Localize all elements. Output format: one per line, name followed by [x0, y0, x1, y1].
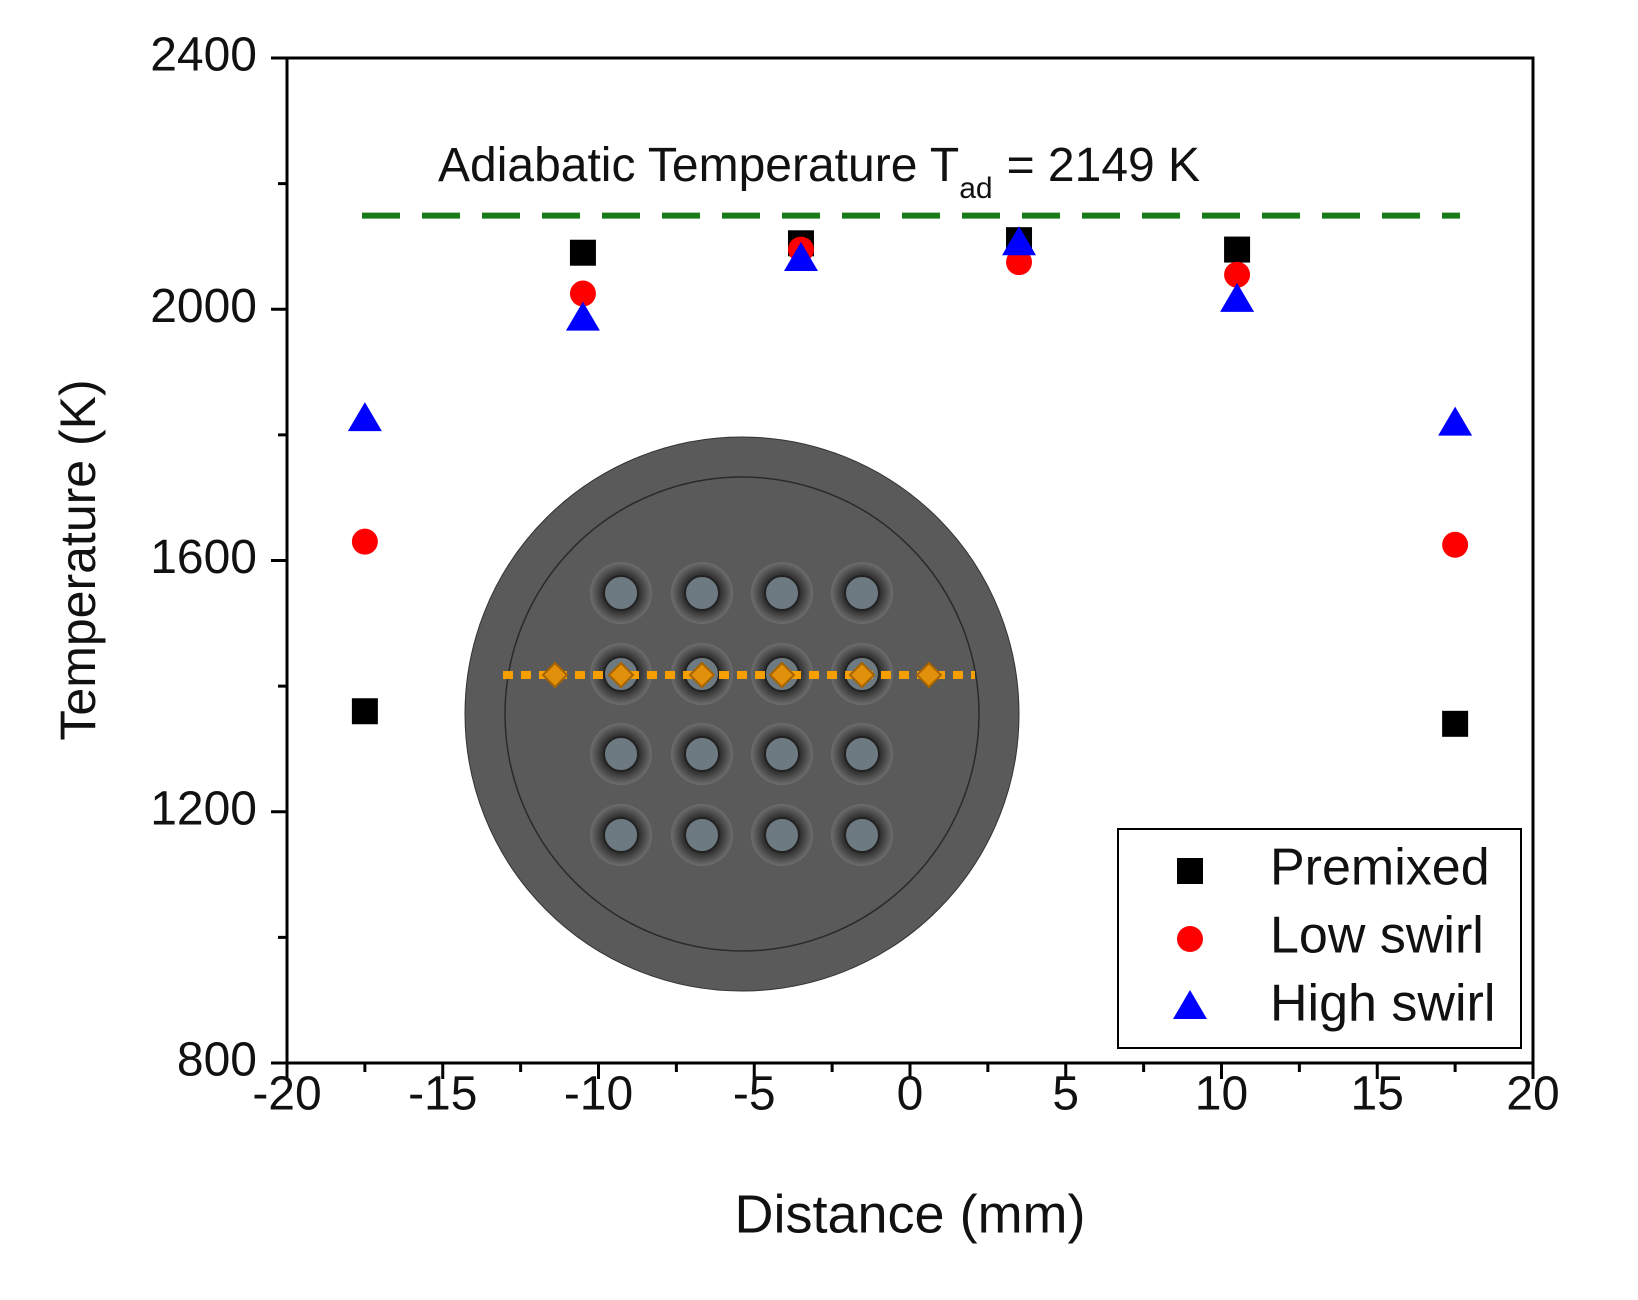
x-axis-label: Distance (mm) — [734, 1184, 1085, 1244]
marker-circle — [1006, 249, 1033, 276]
marker-triangle — [565, 301, 600, 331]
x-tick-label: 10 — [1195, 1068, 1248, 1121]
x-tick-label: 20 — [1506, 1068, 1559, 1121]
x-tick-label: -10 — [564, 1068, 633, 1121]
inset-injector — [464, 436, 1020, 992]
annotation-subscript: ad — [959, 172, 992, 205]
hole-core — [603, 736, 639, 772]
legend-label: Premixed — [1270, 839, 1490, 897]
x-tick-label: 5 — [1052, 1068, 1079, 1121]
hole-core — [684, 575, 720, 611]
hole-core — [684, 736, 720, 772]
marker-square — [1224, 236, 1251, 263]
y-tick-label: 1200 — [150, 782, 257, 835]
y-tick-label: 2400 — [150, 29, 257, 82]
hole-core — [764, 817, 800, 853]
marker-circle — [1442, 531, 1469, 558]
marker-square — [1177, 858, 1203, 884]
hole-core — [844, 817, 880, 853]
hole-core — [764, 736, 800, 772]
marker-circle — [1224, 261, 1251, 288]
annotation-text: = 2149 K — [1007, 139, 1201, 192]
hole-core — [603, 575, 639, 611]
x-tick-label: 15 — [1351, 1068, 1404, 1121]
marker-triangle — [347, 402, 382, 432]
marker-square — [351, 698, 378, 725]
marker-triangle — [783, 242, 818, 271]
probe-point — [768, 661, 796, 689]
x-tick-label: -20 — [252, 1068, 321, 1121]
legend-label: Low swirl — [1270, 907, 1484, 965]
probe-point — [915, 661, 943, 689]
y-tick-label: 800 — [177, 1034, 257, 1087]
marker-circle — [1177, 926, 1203, 952]
legend-label: High swirl — [1270, 975, 1495, 1033]
marker-square — [1442, 710, 1469, 737]
x-tick-label: -15 — [408, 1068, 477, 1121]
y-tick-label: 1600 — [150, 531, 257, 584]
marker-triangle — [1002, 226, 1037, 256]
hole-core — [844, 736, 880, 772]
x-tick-label: -5 — [733, 1068, 776, 1121]
probe-point — [688, 661, 716, 689]
y-axis-label: Temperature (K) — [50, 379, 106, 740]
marker-circle — [351, 528, 378, 555]
probe-point — [541, 661, 569, 689]
probe-point — [607, 661, 635, 689]
annotation-text: Adiabatic Temperature T — [438, 139, 959, 192]
marker-square — [569, 239, 596, 266]
marker-triangle — [1438, 406, 1473, 436]
probe-point — [848, 661, 876, 689]
marker-triangle — [1173, 990, 1207, 1019]
marker-triangle — [1220, 282, 1255, 312]
hole-core — [764, 575, 800, 611]
y-tick-label: 2000 — [150, 280, 257, 333]
annotation: Adiabatic Temperature Tad = 2149 K — [438, 139, 1200, 205]
marker-circle — [569, 280, 596, 307]
hole-core — [844, 575, 880, 611]
x-tick-label: 0 — [897, 1068, 924, 1121]
hole-core — [603, 817, 639, 853]
hole-core — [684, 817, 720, 853]
